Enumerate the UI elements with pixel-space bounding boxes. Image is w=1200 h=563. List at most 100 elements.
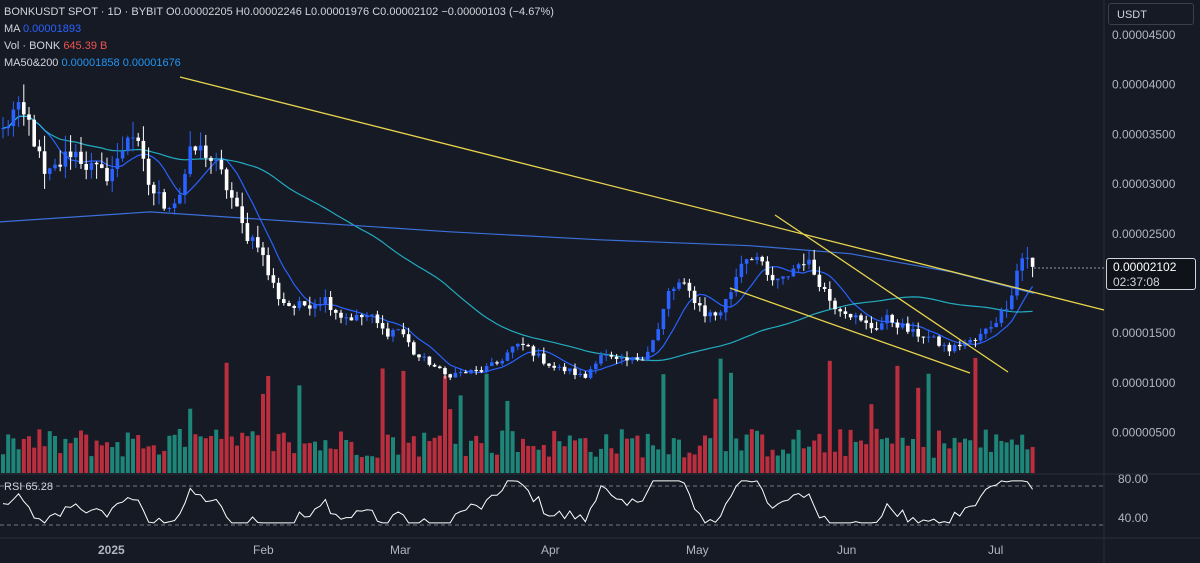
volume-bar (68, 443, 73, 473)
candle-body (302, 301, 307, 306)
volume-bar (287, 442, 291, 473)
candle-body (1, 128, 5, 130)
volume-bar (661, 374, 666, 473)
candle-body (625, 357, 629, 361)
candle-body (131, 137, 135, 139)
candle-body (682, 282, 686, 284)
volume-bar (6, 434, 11, 473)
candle-body (6, 126, 10, 129)
volume-bar (994, 434, 999, 473)
candle-body (802, 264, 806, 266)
volume-bar (833, 451, 837, 473)
time-tick-label: Apr (541, 543, 560, 557)
volume-bar (593, 456, 598, 473)
volume-bar (489, 452, 494, 473)
volume-bar (479, 443, 484, 473)
volume-bar (1015, 444, 1019, 473)
volume-bar (723, 451, 728, 473)
volume-bar (952, 437, 957, 473)
interval[interactable]: 1D (107, 6, 122, 18)
candle-body (438, 366, 442, 369)
volume-bar (573, 440, 577, 473)
volume-bar (73, 437, 78, 473)
volume-bar (708, 438, 713, 473)
candle-body (136, 137, 140, 141)
volume-bar (411, 436, 416, 473)
candles (1, 84, 1035, 381)
volume-bar (396, 454, 401, 473)
ma-value: 0.00001893 (22, 23, 82, 35)
volume-bar (297, 385, 302, 473)
candle-body (703, 305, 707, 317)
volume-bar (510, 431, 515, 473)
currency-selector[interactable]: USDT (1108, 3, 1194, 25)
candle-body (859, 315, 863, 321)
candle-body (583, 373, 588, 378)
candle-body (334, 309, 338, 313)
ma-line (2, 115, 1034, 374)
price-tick-label: 0.00004000 (1112, 78, 1176, 92)
volume-label: Vol · BONK (4, 40, 61, 52)
volume-bar (630, 438, 635, 473)
candle-body (427, 356, 432, 365)
candle-body (63, 151, 68, 167)
volume-bar (53, 435, 57, 473)
candle-body (973, 339, 978, 341)
volume-bar (27, 436, 31, 473)
time-tick-label: Jul (988, 543, 1003, 557)
candle-body (344, 317, 348, 319)
volume-bar (328, 448, 333, 473)
candle-body (406, 334, 411, 343)
price-tick-label: 0.00004500 (1112, 28, 1176, 42)
time-tick-label: May (686, 543, 709, 557)
candle-body (739, 263, 744, 277)
candle-body (646, 351, 650, 360)
volume-bar (791, 439, 796, 473)
ma50-200-row[interactable]: MA50&200 0.00001858 0.00001676 (4, 55, 554, 72)
volume-row[interactable]: Vol · BONK 645.39 B (4, 38, 554, 55)
candle-body (412, 342, 416, 355)
candle-body (245, 223, 250, 242)
volume-bar (349, 441, 354, 473)
candle-body (937, 336, 941, 346)
axes: 0.00004500 0.00004000 0.00003500 0.00003000… (98, 28, 1176, 557)
candle-body (552, 365, 556, 368)
candle-body (833, 300, 837, 310)
candle-body (204, 145, 208, 158)
candle-body (734, 276, 738, 293)
volume-bar (323, 440, 328, 473)
volume-bar (219, 438, 224, 473)
volume-bar (729, 372, 733, 473)
ma-row[interactable]: MA 0.00001893 (4, 21, 554, 38)
time-tick-label: Feb (253, 543, 274, 557)
candle-body (640, 359, 645, 361)
volume-bar (417, 456, 421, 473)
candle-body (16, 102, 21, 110)
candle-body (188, 146, 192, 175)
candle-body (822, 286, 827, 289)
volume-bar (677, 439, 681, 473)
candle-body (958, 344, 962, 347)
candle-body (178, 194, 182, 204)
candle-body (360, 314, 364, 318)
last-price-tag: 0.00002102 02:37:08 (1106, 258, 1196, 290)
rsi-legend[interactable]: RSI 65.28 (4, 481, 53, 493)
candle-body (978, 333, 983, 341)
volume-bar (713, 398, 718, 473)
candle-body (74, 151, 78, 158)
candle-body (526, 344, 530, 347)
candle-body (464, 372, 468, 374)
volume-bar (651, 445, 655, 473)
candle-body (120, 151, 125, 159)
volume-bar (427, 440, 432, 473)
volume-bar (365, 455, 369, 473)
candle-body (183, 174, 187, 195)
symbol-name[interactable]: BONKUSDT SPOT (4, 6, 98, 18)
candle-body (458, 372, 463, 374)
volume-bar (671, 438, 676, 473)
volume-bar (973, 357, 978, 473)
candle-body (614, 356, 619, 359)
candle-body (443, 368, 447, 375)
time-tick-label: Jun (837, 543, 856, 557)
